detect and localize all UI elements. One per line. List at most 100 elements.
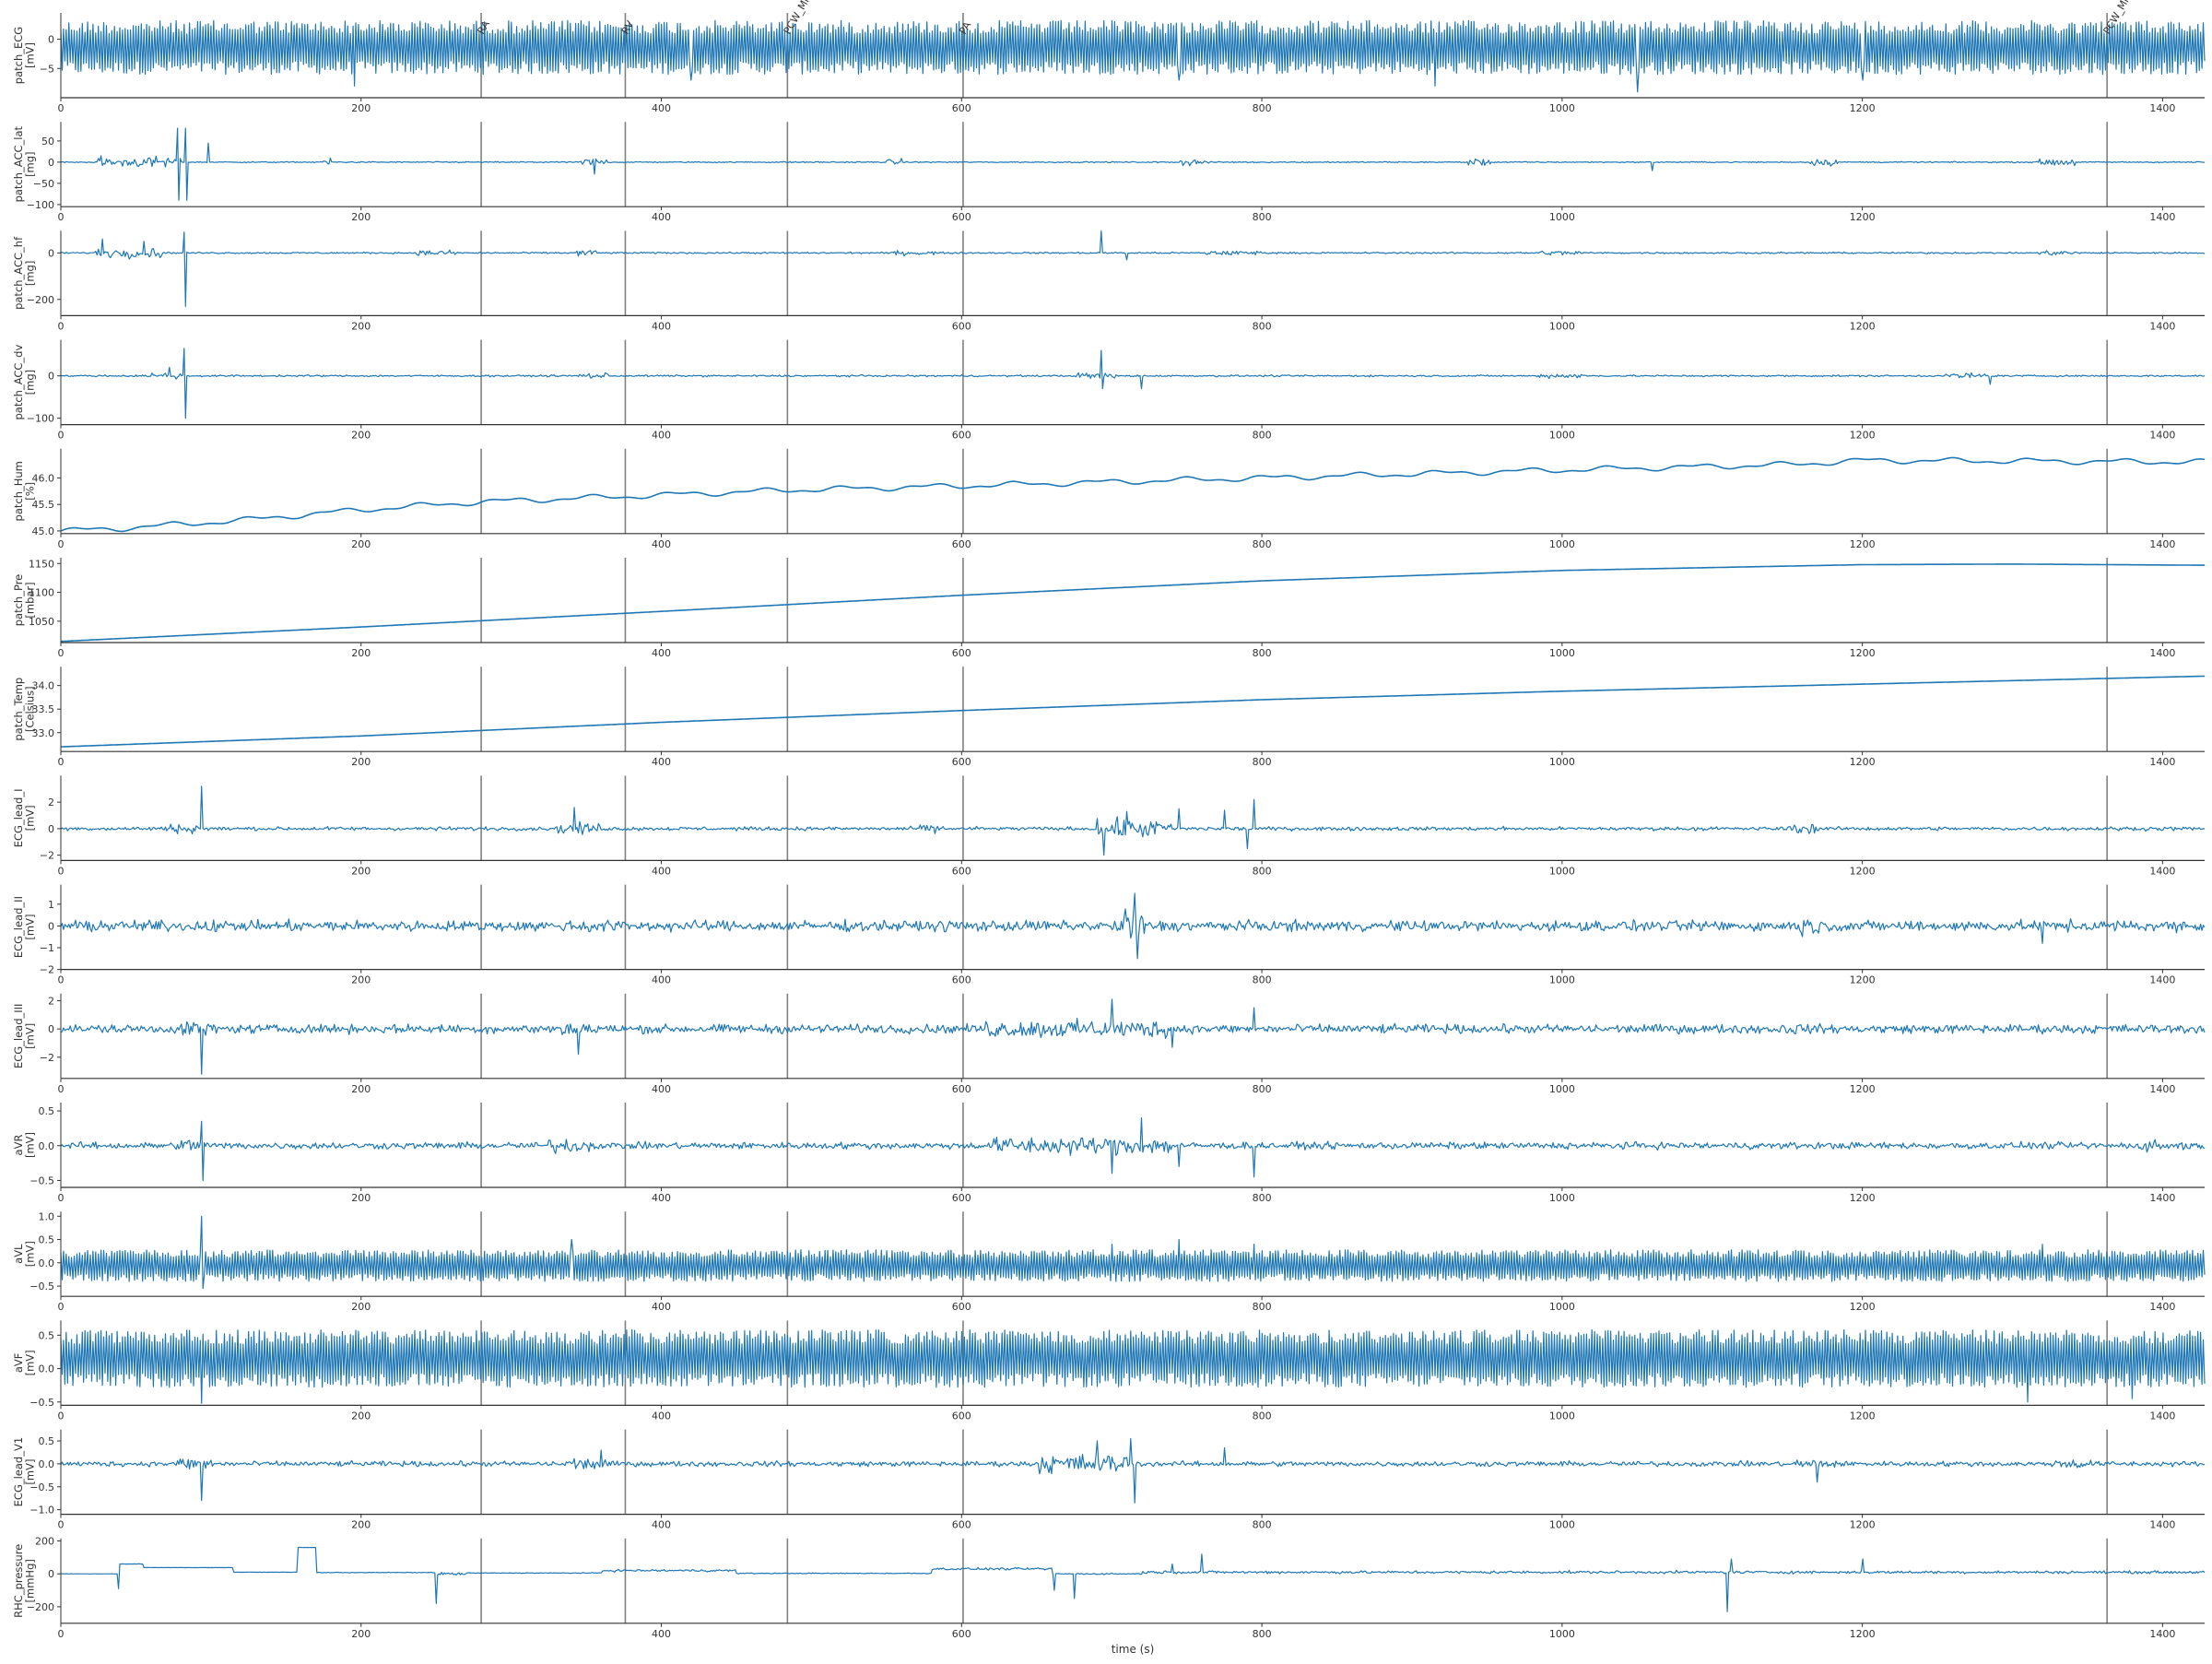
x-tick-label: 800 <box>1253 974 1272 986</box>
y-tick-label: 200 <box>35 1535 54 1547</box>
x-tick-label: 600 <box>952 1192 971 1204</box>
y-tick-label: −2 <box>40 964 54 976</box>
x-tick-label: 400 <box>652 430 671 442</box>
y-tick-label: −0.5 <box>29 1397 54 1409</box>
x-tick-label: 1000 <box>1549 102 1575 114</box>
y-tick-label: −0.5 <box>29 1481 54 1493</box>
y-tick-label: 1150 <box>29 558 54 570</box>
x-tick-label: 200 <box>351 1083 371 1095</box>
x-tick-label: 1200 <box>1850 1301 1876 1313</box>
panel-patch_ACC_dv: −100 0 0 200 400 600 800 1000 1200 1400 patch_ACC_… <box>12 339 2206 442</box>
x-tick-label: 1400 <box>2149 1410 2175 1422</box>
y-tick-label: 0 <box>48 157 54 169</box>
y-tick-label: −2 <box>40 1052 54 1064</box>
series-line-patch_ACC_lat <box>60 127 2206 201</box>
x-tick-label: 1200 <box>1850 1410 1876 1422</box>
x-tick-label: 400 <box>652 320 671 332</box>
x-tick-label: 400 <box>652 1628 671 1640</box>
y-tick-label: 1050 <box>29 616 54 628</box>
panel-RHC_pressure: −200 0 200 0 200 400 600 800 1000 1200 1400 RHC_pre… <box>12 1535 2206 1656</box>
x-tick-label: 1400 <box>2149 1628 2175 1640</box>
x-tick-label: 1000 <box>1549 1628 1575 1640</box>
y-tick-label: 45.5 <box>32 499 55 511</box>
x-tick-label: 800 <box>1253 538 1272 550</box>
y-axis-label: patch_ACC_dv[mg] <box>12 345 37 420</box>
x-tick-label: 1200 <box>1850 1192 1876 1204</box>
x-tick-label: 0 <box>58 430 65 442</box>
y-axis-label: ECG_lead_I[mV] <box>12 789 37 848</box>
y-axis-label: patch_Pre[mbar] <box>12 574 37 627</box>
x-tick-label: 1200 <box>1850 865 1876 877</box>
x-tick-label: 200 <box>351 974 371 986</box>
x-tick-label: 400 <box>652 865 671 877</box>
x-tick-label: 600 <box>952 647 971 659</box>
x-tick-label: 600 <box>952 1301 971 1313</box>
series-line-ECG_lead_III <box>60 998 2206 1075</box>
x-tick-label: 200 <box>351 1301 371 1313</box>
y-axis-label: patch_Hum[%] <box>12 461 37 521</box>
x-tick-label: 1000 <box>1549 211 1575 223</box>
x-tick-label: 800 <box>1253 1192 1272 1204</box>
y-tick-label: 0.0 <box>39 1458 55 1470</box>
x-tick-label: 0 <box>58 1519 65 1531</box>
y-tick-label: −200 <box>27 294 54 306</box>
y-axis-label: patch_ACC_lat[mg] <box>12 125 37 202</box>
x-tick-label: 0 <box>58 756 65 768</box>
x-tick-label: 800 <box>1253 430 1272 442</box>
panel-patch_Pre: 1050 1100 1150 0 200 400 600 800 1000 1200 1400 pat… <box>12 558 2205 659</box>
panel-patch_Temp: 33.0 33.5 34.0 0 200 400 600 800 1000 1200 1400 pat… <box>12 667 2206 768</box>
y-tick-label: 0.5 <box>39 1435 55 1447</box>
x-tick-label: 400 <box>652 211 671 223</box>
y-tick-label: 0 <box>48 823 54 835</box>
x-tick-label: 600 <box>952 1083 971 1095</box>
event-label-pa: PA <box>957 19 973 37</box>
x-tick-label: 600 <box>952 1410 971 1422</box>
y-axis-label: ECG_lead_III[mV] <box>12 1004 37 1069</box>
y-tick-label: 0 <box>48 1568 54 1580</box>
panel-patch_ACC_lat: −100 −50 0 50 0 200 400 600 800 1000 1200 1400 patch… <box>12 122 2206 223</box>
y-tick-label: −2 <box>40 850 54 862</box>
x-tick-label: 800 <box>1253 102 1272 114</box>
series-line-patch_ACC_dv <box>60 348 2206 419</box>
y-tick-label: 1 <box>48 899 54 911</box>
x-tick-label: 1400 <box>2149 102 2175 114</box>
x-tick-label: 600 <box>952 320 971 332</box>
x-tick-label: 1000 <box>1549 1083 1575 1095</box>
y-tick-label: 0 <box>48 371 54 383</box>
y-tick-label: −100 <box>27 199 54 211</box>
y-tick-label: 50 <box>41 136 54 148</box>
y-axis-label: aVF[mV] <box>12 1350 37 1375</box>
panel-aVF: −0.5 0.0 0.5 0 200 400 600 800 1000 1200 1400 aVF[m… <box>12 1320 2206 1422</box>
x-tick-label: 800 <box>1253 211 1272 223</box>
series-line-patch_Hum <box>60 456 2206 533</box>
x-tick-label: 0 <box>58 211 65 223</box>
x-tick-label: 200 <box>351 756 371 768</box>
x-tick-label: 1400 <box>2149 320 2175 332</box>
x-tick-label: 1200 <box>1850 756 1876 768</box>
x-tick-label: 1400 <box>2149 865 2175 877</box>
x-tick-label: 0 <box>58 865 65 877</box>
x-tick-label: 1000 <box>1549 430 1575 442</box>
x-tick-label: 200 <box>351 538 371 550</box>
x-tick-label: 200 <box>351 1628 371 1640</box>
y-tick-label: −0.5 <box>29 1174 54 1186</box>
x-tick-label: 0 <box>58 1192 65 1204</box>
y-tick-label: 33.0 <box>32 727 55 739</box>
x-axis-label: time (s) <box>1112 1643 1155 1656</box>
x-tick-label: 800 <box>1253 865 1272 877</box>
y-tick-label: −100 <box>27 413 54 425</box>
x-tick-label: 800 <box>1253 1628 1272 1640</box>
x-tick-label: 400 <box>652 1192 671 1204</box>
y-tick-label: 2 <box>48 995 54 1007</box>
y-axis-label: patch_ACC_hf[mg] <box>12 236 37 310</box>
x-tick-label: 800 <box>1253 1083 1272 1095</box>
x-tick-label: 1000 <box>1549 974 1575 986</box>
panel-patch_ACC_hf: −200 0 0 200 400 600 800 1000 1200 1400 patch_ACC_… <box>12 230 2206 332</box>
x-tick-label: 800 <box>1253 756 1272 768</box>
y-tick-label: 0.0 <box>39 1140 55 1152</box>
y-tick-label: 1.0 <box>39 1210 55 1222</box>
x-tick-label: 600 <box>952 974 971 986</box>
x-tick-label: 1200 <box>1850 538 1876 550</box>
